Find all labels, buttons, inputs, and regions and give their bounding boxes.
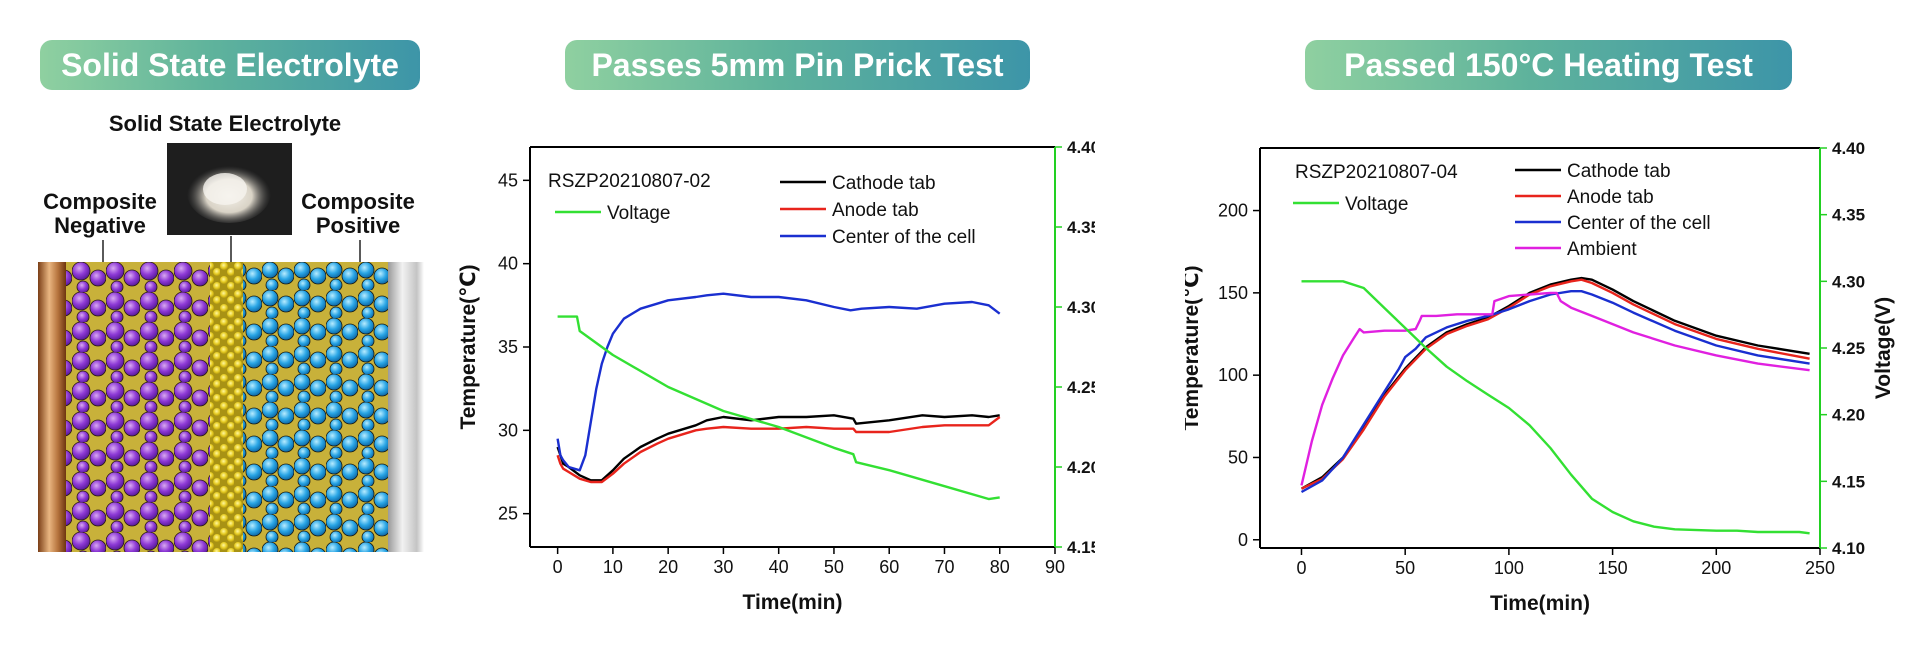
sample-id-label: RSZP20210807-02 xyxy=(548,171,711,192)
composite-negative-label: Composite Negative xyxy=(43,189,157,238)
legend-label-voltage: Voltage xyxy=(1345,194,1408,215)
y2-tick-label: 4.30 xyxy=(1832,272,1865,291)
y-tick-label: 30 xyxy=(498,420,518,440)
solid-electrolyte-layer xyxy=(210,262,248,552)
x-tick-label: 90 xyxy=(1045,557,1065,577)
y2-tick-label: 4.10 xyxy=(1832,539,1865,558)
y-tick-label: 40 xyxy=(498,254,518,274)
y2-tick-label: 4.40 xyxy=(1067,140,1095,157)
y2-tick-label: 4.25 xyxy=(1832,339,1865,358)
copper-current-collector xyxy=(38,262,66,552)
legend-label-voltage: Voltage xyxy=(607,203,670,224)
cell-cross-section-diagram xyxy=(38,262,424,552)
composite-positive-layer xyxy=(243,262,388,552)
x-tick-label: 50 xyxy=(824,557,844,577)
electrolyte-top-label: Solid State Electrolyte xyxy=(108,111,342,136)
x-axis-label: Time(min) xyxy=(1490,592,1590,615)
x-tick-label: 200 xyxy=(1701,558,1731,578)
x-tick-label: 50 xyxy=(1395,558,1415,578)
x-tick-label: 10 xyxy=(603,557,623,577)
x-tick-label: 0 xyxy=(1296,558,1306,578)
x-tick-label: 60 xyxy=(879,557,899,577)
x-axis-label: Time(min) xyxy=(743,591,843,614)
legend-label-anode-tab: Anode tab xyxy=(832,200,919,221)
y2-axis-label: Voltage(V) xyxy=(1872,297,1895,399)
series-line-voltage xyxy=(1301,280,1810,535)
series-line-center-of-the-cell xyxy=(556,292,1001,472)
x-tick-label: 80 xyxy=(990,557,1010,577)
heating-test-chart: 0 50 100 150 200 250 0 50 100 150 200 4.10 4.15 4.20 4… xyxy=(1185,140,1895,615)
y-tick-label: 25 xyxy=(498,504,518,524)
y-tick-label: 35 xyxy=(498,337,518,357)
legend-label-ambient: Ambient xyxy=(1567,239,1637,260)
heating-test-panel-title: Passed 150°C Heating Test xyxy=(1305,40,1792,90)
y-tick-label: 0 xyxy=(1238,530,1248,550)
y-tick-label: 50 xyxy=(1228,447,1248,467)
x-tick-label: 150 xyxy=(1598,558,1628,578)
y-axis-label: Temperature(℃) xyxy=(457,264,480,429)
x-tick-label: 20 xyxy=(658,557,678,577)
x-tick-label: 40 xyxy=(769,557,789,577)
y-tick-label: 150 xyxy=(1218,283,1248,303)
x-tick-label: 70 xyxy=(934,557,954,577)
electrolyte-powder-photo xyxy=(167,143,292,235)
series-line-ambient xyxy=(1300,291,1810,486)
legend-label-cathode-tab: Cathode tab xyxy=(832,173,936,194)
x-tick-label: 250 xyxy=(1805,558,1835,578)
composite-positive-label: Composite Positive xyxy=(301,189,415,238)
y-tick-label: 100 xyxy=(1218,365,1248,385)
sample-id-label: RSZP20210807-04 xyxy=(1295,162,1458,183)
y2-tick-label: 4.20 xyxy=(1067,458,1095,477)
x-tick-label: 30 xyxy=(713,557,733,577)
aluminum-current-collector xyxy=(388,262,424,552)
series-line-center-of-the-cell xyxy=(1300,289,1810,494)
y2-tick-label: 4.15 xyxy=(1067,538,1095,557)
y-axis-label: Temperature(℃) xyxy=(1185,265,1203,430)
electrolyte-panel-title: Solid State Electrolyte xyxy=(40,40,420,90)
y-tick-label: 200 xyxy=(1218,201,1248,221)
series-line-anode-tab xyxy=(1300,278,1810,490)
series-line-cathode-tab xyxy=(556,414,1000,482)
y2-tick-label: 4.20 xyxy=(1832,406,1865,425)
pin-prick-chart: 0 10 20 30 40 50 60 70 80 90 25 30 35 40 45 4.15 4.20 4.2… xyxy=(457,140,1095,614)
legend-label-anode-tab: Anode tab xyxy=(1567,187,1654,208)
series-line-cathode-tab xyxy=(1300,276,1810,490)
y2-tick-label: 4.15 xyxy=(1832,472,1865,491)
composite-negative-layer xyxy=(66,262,216,552)
y2-tick-label: 4.35 xyxy=(1832,206,1865,225)
y2-tick-label: 4.30 xyxy=(1067,298,1095,317)
legend-label-center-of-the-cell: Center of the cell xyxy=(832,227,976,248)
x-tick-label: 0 xyxy=(553,557,563,577)
pin-test-panel-title: Passes 5mm Pin Prick Test xyxy=(565,40,1030,90)
x-tick-label: 100 xyxy=(1494,558,1524,578)
y2-tick-label: 4.40 xyxy=(1832,140,1865,158)
legend-label-center-of-the-cell: Center of the cell xyxy=(1567,213,1711,234)
series-line-anode-tab xyxy=(556,416,1001,484)
y2-tick-label: 4.25 xyxy=(1067,378,1095,397)
series-line-voltage xyxy=(557,315,1000,501)
y-tick-label: 45 xyxy=(498,170,518,190)
y2-tick-label: 4.35 xyxy=(1067,218,1095,237)
legend-label-cathode-tab: Cathode tab xyxy=(1567,161,1671,182)
